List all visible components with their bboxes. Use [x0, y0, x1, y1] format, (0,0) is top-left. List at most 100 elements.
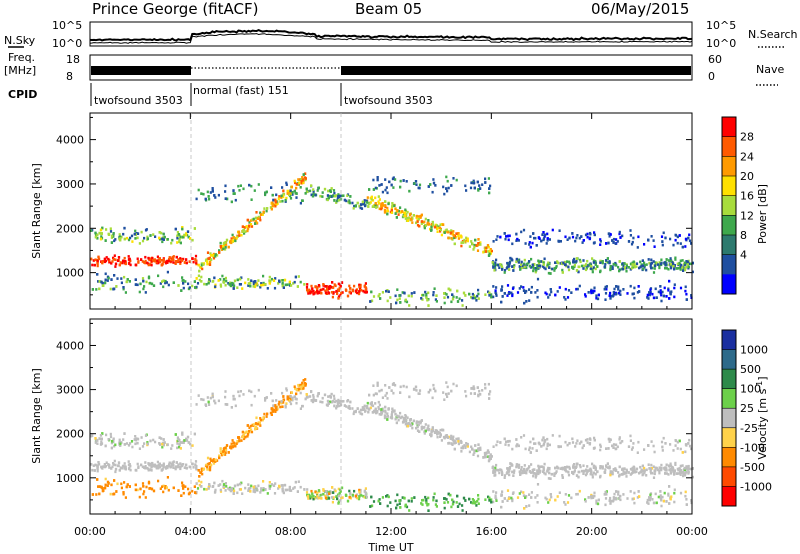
velocity-echo [219, 483, 222, 486]
power-echo [327, 189, 330, 193]
power-echo [564, 298, 567, 301]
velocity-echo [508, 467, 511, 470]
velocity-echo [325, 496, 328, 500]
power-echo [439, 228, 442, 232]
power-echo [110, 278, 113, 281]
velocity-echo [546, 444, 549, 447]
velocity-echo [609, 496, 612, 500]
power-echo [681, 259, 684, 262]
power-echo [162, 238, 165, 241]
power-echo [472, 179, 475, 183]
velocity-echo [684, 494, 687, 498]
power-echo [622, 264, 625, 268]
velocity-echo [670, 464, 673, 468]
power-echo [608, 261, 611, 265]
power-echo [599, 243, 602, 246]
power-echo [360, 207, 364, 210]
power-echo [372, 178, 375, 182]
velocity-echo [660, 498, 663, 502]
velocity-echo [279, 405, 282, 409]
power-echo [176, 231, 179, 234]
power-echo [549, 288, 552, 291]
velocity-echo [277, 487, 280, 490]
power-echo [384, 178, 387, 181]
power-echo [243, 232, 246, 235]
power-echo [443, 292, 446, 295]
power-echo [612, 292, 616, 296]
velocity-echo [211, 395, 214, 399]
power-echo [573, 257, 576, 261]
velocity-echo [241, 430, 244, 434]
velocity-echo [544, 496, 547, 500]
power-echo [518, 265, 521, 268]
power-echo [172, 258, 175, 261]
power-echo [219, 278, 222, 281]
power-echo [468, 245, 471, 248]
power-echo [264, 193, 267, 197]
velocity-echo [351, 407, 354, 410]
power-echo [432, 181, 436, 185]
power-echo [257, 215, 260, 219]
power-echo [460, 236, 463, 239]
power-echo [584, 268, 588, 272]
power-echo [365, 201, 368, 204]
velocity-echo [599, 445, 602, 448]
velocity-echo [346, 499, 350, 503]
power-echo [490, 293, 493, 296]
power-echo [410, 292, 413, 295]
power-echo [516, 291, 520, 294]
velocity-echo [679, 464, 682, 468]
velocity-echo [177, 465, 180, 468]
power-echo [391, 202, 394, 205]
power-echo [362, 289, 365, 293]
power-echo [369, 201, 372, 204]
velocity-echo [136, 441, 139, 445]
power-echo [230, 200, 233, 204]
power-echo [147, 276, 151, 280]
velocity-echo [288, 397, 291, 400]
velocity-echo [335, 406, 338, 410]
power-echo [577, 265, 580, 269]
velocity-echo [332, 491, 335, 494]
power-echo [507, 238, 510, 242]
velocity-echo [316, 394, 319, 398]
power-echo [297, 275, 300, 278]
power-echo [99, 237, 103, 241]
power-echo [182, 257, 185, 261]
power-echo [364, 286, 367, 289]
velocity-echo [494, 471, 497, 474]
power-echo [231, 239, 234, 243]
velocity-echo [152, 438, 155, 442]
velocity-echo [452, 500, 455, 504]
power-echo [422, 293, 425, 297]
power-echo [596, 265, 599, 268]
power-echo [508, 268, 511, 271]
velocity-echo [511, 498, 514, 501]
velocity-echo [637, 440, 640, 444]
power-echo [585, 263, 588, 266]
power-echo [237, 230, 240, 234]
power-echo [621, 262, 624, 265]
velocity-echo [209, 465, 212, 469]
power-echo [443, 301, 446, 305]
power-echo [468, 292, 471, 296]
power-echo [665, 295, 668, 298]
power-echo [633, 296, 636, 300]
power-echo [301, 199, 304, 202]
power-echo [632, 260, 635, 264]
velocity-echo [258, 421, 261, 425]
velocity-echo [107, 438, 110, 441]
velocity-echo [622, 493, 625, 496]
velocity-echo [487, 495, 490, 499]
power-echo [560, 262, 564, 265]
power-echo [523, 262, 526, 266]
power-echo [377, 202, 380, 205]
nsearch-trace [89, 33, 693, 44]
velocity-echo [635, 467, 639, 471]
power-echo [244, 226, 247, 229]
power-echo [471, 292, 474, 296]
power-echo [415, 214, 418, 218]
velocity-echo [326, 399, 329, 403]
power-echo [201, 267, 204, 271]
power-echo [572, 260, 575, 264]
